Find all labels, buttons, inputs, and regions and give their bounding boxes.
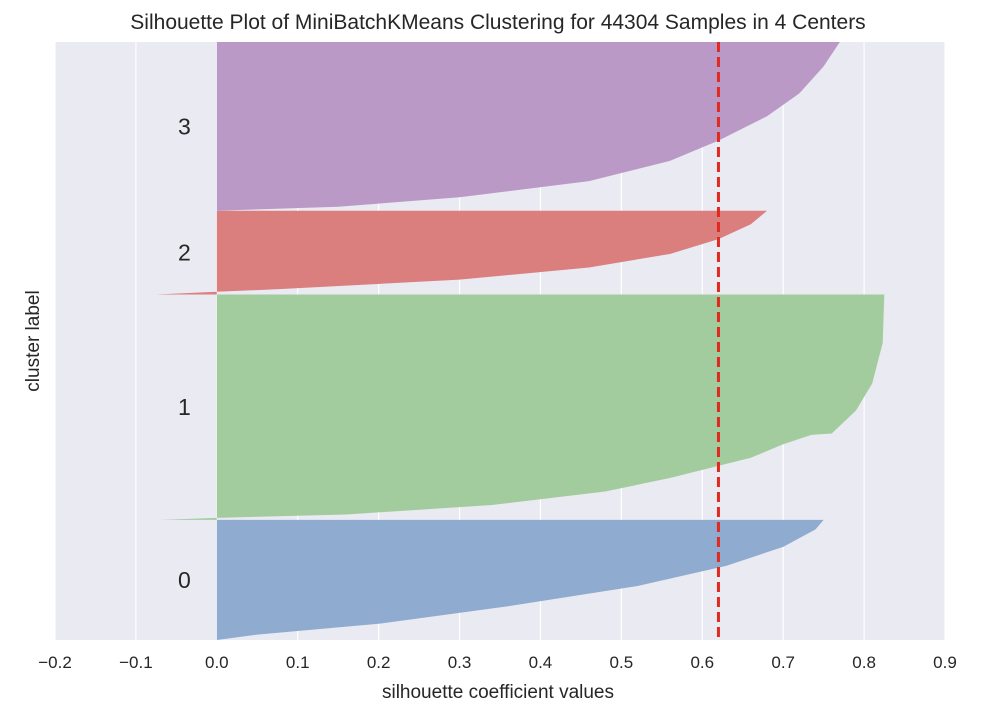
cluster-label-3: 3 — [178, 113, 191, 139]
x-tick-label: 0.7 — [771, 653, 795, 672]
cluster-labels: 0 1 2 3 — [178, 113, 191, 593]
silhouette-areas — [156, 42, 885, 640]
x-tick-label: 0.2 — [367, 653, 391, 672]
x-tick-label: 0.0 — [205, 653, 229, 672]
x-tick-label: 0.4 — [529, 653, 553, 672]
x-tick-label: 0.5 — [610, 653, 634, 672]
x-tick-label: 0.8 — [852, 653, 876, 672]
silhouette-area-cluster-1 — [160, 294, 885, 520]
y-axis-label: cluster label — [23, 290, 44, 391]
x-tick-label: −0.2 — [38, 653, 72, 672]
silhouette-area-cluster-3 — [216, 42, 840, 211]
x-tick-label: 0.9 — [933, 653, 957, 672]
x-tick-label: 0.3 — [448, 653, 472, 672]
chart-title: Silhouette Plot of MiniBatchKMeans Clust… — [130, 11, 865, 34]
silhouette-area-cluster-2 — [156, 210, 768, 295]
silhouette-area-cluster-0 — [216, 519, 824, 640]
cluster-label-1: 1 — [178, 394, 191, 420]
x-tick-label: 0.1 — [286, 653, 310, 672]
x-tick-label: 0.6 — [690, 653, 714, 672]
cluster-label-0: 0 — [178, 567, 191, 593]
x-tick-labels: −0.2 −0.1 0.0 0.1 0.2 0.3 0.4 0.5 0.6 0.7 0.8 0.9 — [38, 653, 957, 672]
x-tick-label: −0.1 — [119, 653, 153, 672]
x-axis-label: silhouette coefficient values — [382, 682, 614, 703]
cluster-label-2: 2 — [178, 240, 191, 266]
